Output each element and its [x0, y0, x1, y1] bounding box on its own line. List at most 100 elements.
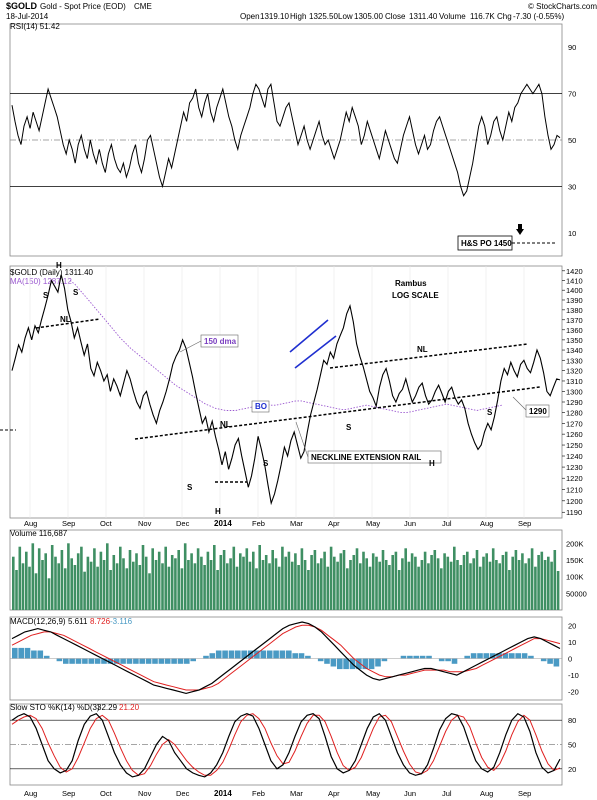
volume-bar	[459, 565, 463, 610]
volume-bar	[170, 555, 174, 610]
volume-bar	[307, 570, 310, 610]
volume-bar	[112, 555, 116, 610]
volume-bar	[161, 563, 164, 610]
volume-tick-label: 100K	[566, 573, 584, 582]
macd-histogram-bar	[445, 658, 451, 662]
macd-signal-line	[11, 624, 561, 691]
macd-histogram-bar	[413, 655, 419, 659]
volume-bar	[427, 563, 430, 610]
sto-d-value: 21.20	[119, 703, 140, 712]
volume-bar	[67, 543, 70, 610]
macd-histogram-bar	[247, 650, 254, 659]
macd-histogram-bar	[215, 650, 222, 659]
right-neckline	[329, 343, 529, 369]
label-h-2: H	[215, 507, 221, 516]
macd-histogram-bar	[24, 647, 31, 659]
volume-bar	[151, 548, 154, 610]
volume-bar	[508, 570, 511, 610]
volume-bar	[290, 561, 294, 610]
label-h-1: H	[56, 261, 62, 270]
price-frame	[9, 265, 563, 519]
volume-bar	[70, 558, 73, 610]
volume-bar	[537, 555, 540, 610]
macd-histogram-bar	[184, 658, 190, 664]
volume-bar	[86, 556, 90, 610]
macd-histogram-bar	[260, 650, 267, 659]
watermark: © StockCharts.com	[528, 2, 597, 11]
volume-bar	[333, 556, 336, 610]
macd-hist-value: -3.116	[110, 617, 133, 626]
po-arrow-icon	[516, 229, 524, 235]
volume-bar	[196, 548, 200, 610]
macd-histogram-bar	[75, 658, 82, 664]
volume-bar	[381, 550, 385, 610]
volume-bar	[216, 570, 219, 610]
volume-bar	[310, 555, 313, 610]
price-tick-label: 1330	[566, 356, 583, 365]
price-tick-label: 1320	[566, 367, 583, 376]
volume-bar	[436, 558, 440, 610]
macd-legend: MACD(12,26,9)	[10, 617, 66, 626]
volume-bar	[28, 566, 31, 610]
label-nl-1: NL	[60, 315, 71, 324]
macd-histogram-bar	[489, 653, 496, 659]
month-label-10: Jun	[404, 519, 416, 528]
macd-histogram-bar	[286, 650, 292, 659]
volume-bar	[313, 550, 317, 610]
price-tick-label: 1280	[566, 409, 583, 418]
volume-bar	[219, 555, 223, 610]
volume-bar	[44, 553, 47, 610]
volume-bar	[423, 551, 427, 610]
volume-bar	[462, 555, 466, 610]
low-label: Low	[338, 12, 353, 21]
price-tick-label: 1290	[566, 398, 583, 407]
macd-histogram-bar	[419, 655, 426, 659]
volume-bar	[394, 551, 398, 610]
volume-bar	[239, 553, 242, 610]
price-tick-label: 1400	[566, 286, 583, 295]
macd-value: 5.611	[68, 617, 88, 626]
volume-bar	[187, 560, 190, 610]
macd-histogram-bar	[483, 653, 490, 659]
volume-bar	[511, 556, 514, 610]
macd-panel: MACD(12,26,9) 5.611 8.726 -3.116 20 10 0 -1…	[10, 617, 579, 697]
month-label-2: Oct	[100, 519, 113, 528]
macd-histogram-bar	[158, 658, 165, 664]
volume-bar	[329, 546, 333, 610]
sto-legend: Slow STO %K(14) %D(3)	[10, 703, 100, 712]
volume-bar	[76, 553, 80, 610]
volume-legend: Volume 116,687	[10, 529, 68, 538]
chg-value: -7.30 (-0.55%)	[513, 12, 564, 21]
neckline-extension-rail	[134, 386, 541, 440]
volume-bar	[443, 553, 446, 610]
volume-bar	[180, 568, 184, 610]
volume-bar	[63, 568, 67, 610]
volume-bar	[154, 560, 158, 610]
month-label-bottom-13: Sep	[518, 789, 531, 798]
month-label-bottom-6: Feb	[252, 789, 265, 798]
macd-histogram-bar	[171, 658, 177, 664]
volume-bar	[203, 565, 206, 610]
sto-tick-label: 50	[568, 741, 576, 750]
volume-bar	[235, 566, 239, 610]
volume-bar	[138, 565, 142, 610]
volume-bar	[25, 551, 28, 610]
close-value: 1311.40	[409, 12, 438, 21]
label-nl-3: NL	[417, 345, 428, 354]
month-label-bottom-12: Aug	[480, 789, 493, 798]
wedge-lower-line	[294, 335, 337, 369]
volume-bar	[57, 563, 60, 610]
label-s-3: S	[187, 483, 193, 492]
neckline-rail-label: NECKLINE EXTENSION RAIL	[311, 453, 421, 462]
dma-pointer	[179, 340, 202, 353]
macd-histogram-bar	[521, 653, 528, 659]
volume-bar	[190, 553, 193, 610]
volume-bar	[193, 563, 197, 610]
volume-bar	[209, 560, 213, 610]
price-legend: $GOLD (Daily) 1311.40	[10, 268, 94, 277]
macd-histogram-bar	[464, 655, 470, 659]
price-tick-label: 1270	[566, 419, 583, 428]
open-label: Open	[240, 12, 260, 21]
macd-histogram-bar	[330, 658, 337, 667]
month-label-9: May	[366, 519, 380, 528]
